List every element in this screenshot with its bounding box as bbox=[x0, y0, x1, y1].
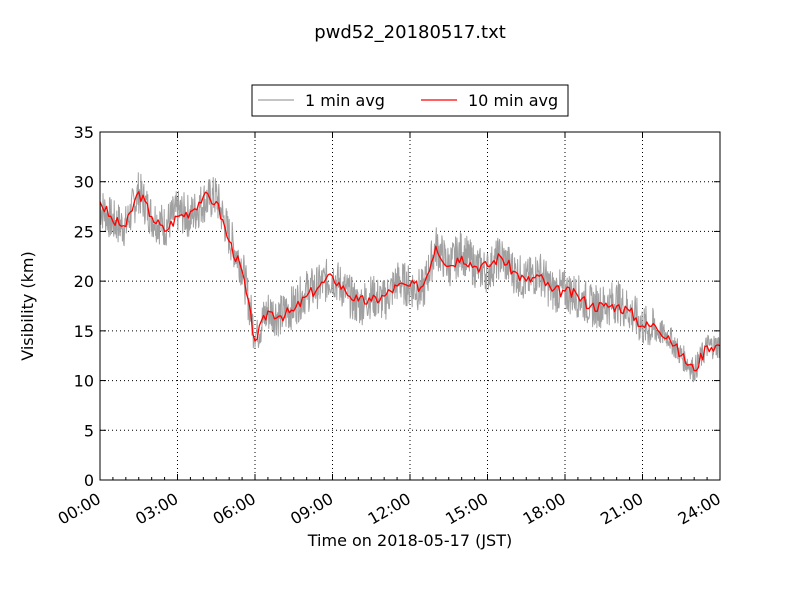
y-tick-label: 0 bbox=[84, 471, 94, 490]
y-tick-label: 5 bbox=[84, 421, 94, 440]
y-tick-label: 15 bbox=[74, 322, 94, 341]
series-1min-avg-line bbox=[99, 172, 721, 383]
legend-label-1min: 1 min avg bbox=[305, 91, 385, 110]
legend: 1 min avg 10 min avg bbox=[251, 84, 569, 117]
y-axis-label: Visibility (km) bbox=[18, 251, 37, 360]
legend-label-10min: 10 min avg bbox=[468, 91, 558, 110]
series-10min-avg-line bbox=[99, 191, 721, 372]
y-tick-label: 30 bbox=[74, 173, 94, 192]
legend-box bbox=[251, 84, 569, 117]
y-tick-label: 10 bbox=[74, 372, 94, 391]
grid bbox=[100, 132, 720, 480]
y-tick-label: 35 bbox=[74, 123, 94, 142]
series-layer bbox=[99, 172, 721, 383]
y-tick-label: 25 bbox=[74, 222, 94, 241]
chart-title: pwd52_20180517.txt bbox=[314, 22, 506, 43]
y-tick-label: 20 bbox=[74, 272, 94, 291]
x-axis-label: Time on 2018-05-17 (JST) bbox=[307, 531, 512, 550]
